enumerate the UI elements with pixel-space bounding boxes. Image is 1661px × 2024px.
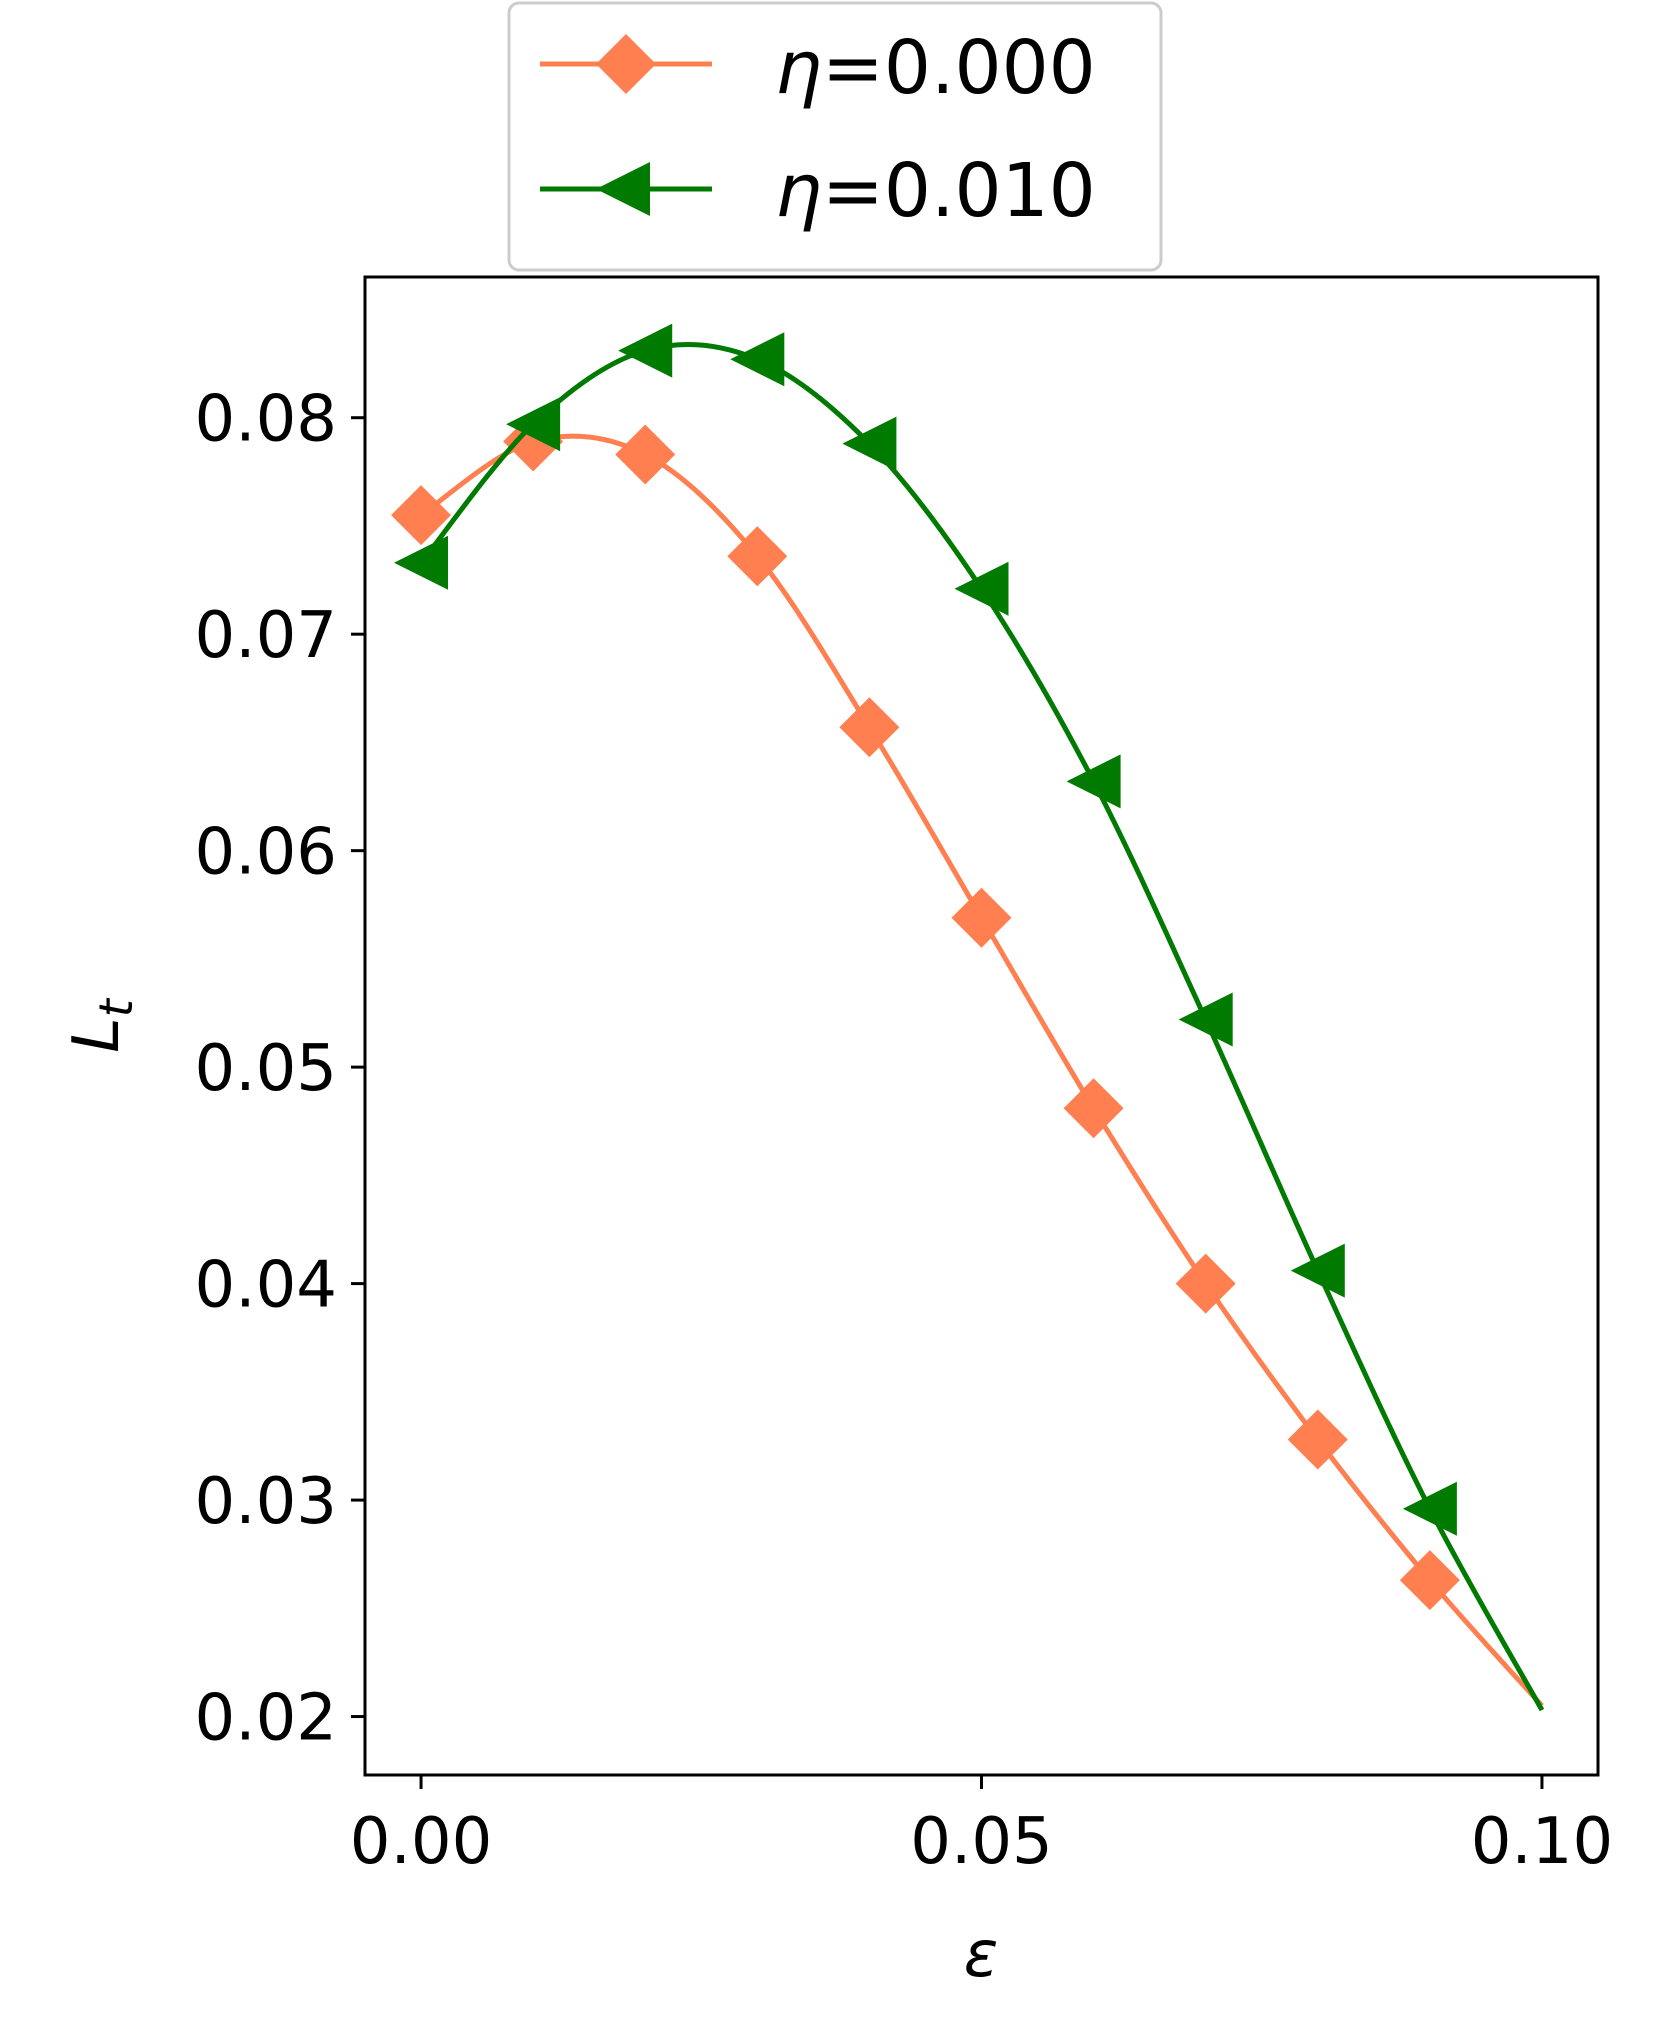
data-point-0-4: [839, 697, 900, 758]
data-point-1-8: [1290, 1243, 1345, 1298]
legend-entry-1: η=0.010: [540, 148, 1096, 234]
data-point-0-0: [391, 485, 452, 546]
y-axis-label: Lt: [60, 997, 143, 1053]
data-point-1-6: [1066, 754, 1121, 809]
series-layer: [391, 323, 1545, 1712]
legend: η=0.000 η=0.010: [507, 1, 1163, 272]
legend-frame: [507, 1, 1163, 272]
x-tick-label: 0.10: [1471, 1805, 1614, 1879]
data-point-1-5: [954, 561, 1009, 616]
data-point-1-0: [394, 535, 449, 590]
legend-label-0: η=0.000: [775, 25, 1096, 111]
y-tick-label: 0.07: [195, 599, 338, 673]
data-point-0-2: [615, 424, 676, 485]
series-line-1: [419, 342, 1545, 1712]
y-tick-label: 0.05: [195, 1032, 338, 1106]
data-point-0-6: [1063, 1078, 1124, 1139]
series-line-0: [419, 433, 1544, 1708]
series-0: [391, 411, 1544, 1708]
data-point-0-3: [727, 526, 788, 587]
data-point-0-5: [951, 887, 1012, 948]
data-point-0-8: [1287, 1409, 1348, 1470]
data-point-1-2: [618, 323, 673, 378]
legend-marker-diamond: [596, 34, 656, 94]
y-tick-label: 0.08: [195, 383, 338, 457]
x-tick-label: 0.00: [350, 1805, 493, 1879]
y-tick-label: 0.03: [195, 1465, 338, 1539]
data-point-0-9: [1399, 1550, 1460, 1611]
x-axis: 0.00 0.05 0.10: [350, 1775, 1613, 1879]
data-point-1-4: [842, 416, 897, 471]
data-point-1-3: [730, 332, 785, 387]
y-tick-label: 0.06: [195, 816, 338, 890]
y-axis: 0.02 0.03 0.04 0.05 0.06 0.07 0.08: [195, 383, 365, 1756]
x-tick-label: 0.05: [910, 1805, 1053, 1879]
y-tick-label: 0.02: [195, 1682, 338, 1756]
data-point-1-9: [1402, 1481, 1457, 1536]
data-point-0-7: [1175, 1253, 1236, 1314]
y-axis-label-subscript: t: [89, 997, 143, 1017]
plot-area: [363, 275, 1600, 1777]
legend-marker-triangle: [596, 162, 650, 216]
legend-label-1: η=0.010: [775, 148, 1096, 234]
x-axis-label: ε: [964, 1918, 999, 1992]
series-1: [394, 323, 1545, 1712]
y-tick-label: 0.04: [195, 1249, 338, 1323]
data-point-1-1: [506, 397, 561, 452]
data-point-1-7: [1178, 992, 1233, 1047]
legend-entry-0: η=0.000: [540, 25, 1096, 111]
